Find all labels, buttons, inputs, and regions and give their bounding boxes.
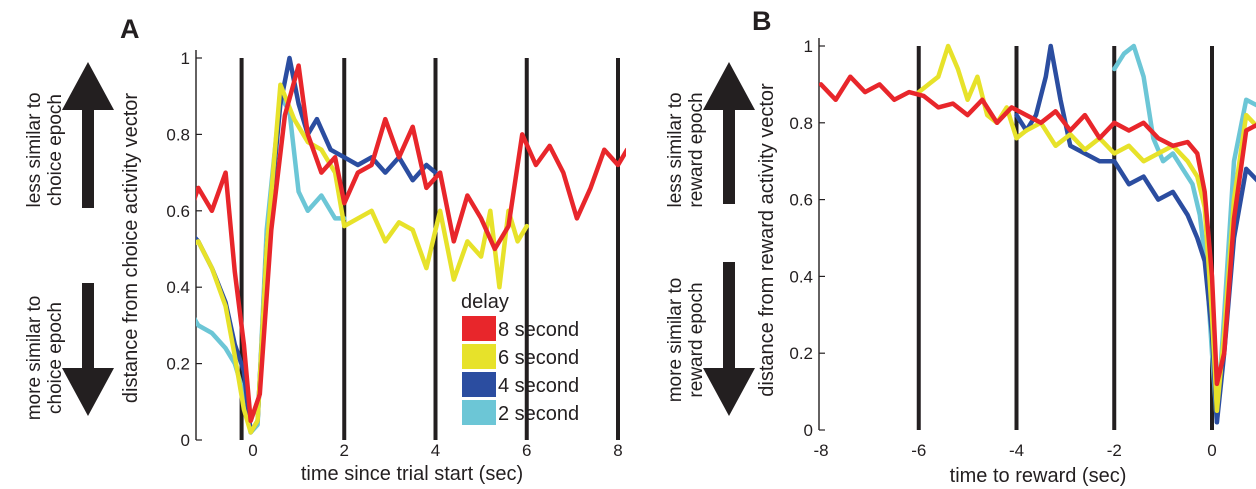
panel-a-up-label-2: choice epoch xyxy=(45,94,66,206)
panel-a-y-tick-label: 0.2 xyxy=(166,355,190,374)
panel-b: B less similar to reward epoch more simi… xyxy=(665,6,1256,487)
legend-label-6-second: 6 second xyxy=(498,347,579,369)
legend-item-6-second: 6 second xyxy=(462,344,579,369)
legend-swatch-4-second xyxy=(462,372,496,397)
panel-a-series-8-second xyxy=(196,63,626,424)
panel-b-down-arrow xyxy=(703,262,755,416)
panel-b-y-tick-label: 0 xyxy=(804,421,813,440)
panel-b-down-label-1: more similar to xyxy=(665,278,686,403)
panel-b-up-label-2: reward epoch xyxy=(686,92,707,207)
panel-a-y-axis-label: distance from choice activity vector xyxy=(120,93,142,403)
panel-b-series-8-second xyxy=(819,74,1256,387)
legend-item-4-second: 4 second xyxy=(462,372,579,397)
panel-a-series-group xyxy=(196,55,626,435)
panel-b-down-label-2: reward epoch xyxy=(686,282,707,397)
panel-b-up-arrow xyxy=(703,62,755,204)
legend-label-8-second: 8 second xyxy=(498,319,579,341)
legend-swatch-2-second xyxy=(462,400,496,425)
panel-a-y-tick-label: 1 xyxy=(181,49,190,68)
legend-swatch-8-second xyxy=(462,316,496,341)
panel-a: A less similar to choice epoch more simi… xyxy=(24,14,626,485)
panel-b-series-group xyxy=(819,43,1256,425)
panel-b-y-tick-label: 0.2 xyxy=(789,344,813,363)
panel-a-x-tick-label: 0 xyxy=(248,441,257,460)
panel-b-y-axis-label: distance from reward activity vector xyxy=(756,83,778,397)
panel-b-x-tick-label: -8 xyxy=(813,441,828,460)
panel-b-x-tick-label: -4 xyxy=(1009,441,1024,460)
panel-a-x-tick-label: 6 xyxy=(522,441,531,460)
panel-a-y-tick-label: 0.8 xyxy=(166,125,190,144)
panel-a-letter: A xyxy=(120,14,140,44)
panel-a-up-label-1: less similar to xyxy=(24,92,45,207)
panel-b-y-tick-label: 0.4 xyxy=(789,267,813,286)
panel-b-letter: B xyxy=(752,6,772,36)
panel-a-x-tick-label: 8 xyxy=(613,441,622,460)
legend-item-8-second: 8 second xyxy=(462,316,579,341)
panel-b-x-tick-label: -6 xyxy=(911,441,926,460)
legend-label-4-second: 4 second xyxy=(498,375,579,397)
panel-b-y-tick-label: 1 xyxy=(804,37,813,56)
panel-a-series-6-second xyxy=(196,82,530,435)
panel-a-up-arrow xyxy=(62,62,114,208)
legend-label-2-second: 2 second xyxy=(498,403,579,425)
panel-a-x-tick-label: 2 xyxy=(340,441,349,460)
panel-a-x-tick-label: 4 xyxy=(431,441,440,460)
panel-b-x-axis-label: time to reward (sec) xyxy=(950,465,1127,487)
legend-swatch-6-second xyxy=(462,344,496,369)
panel-a-down-label-2: choice epoch xyxy=(45,302,66,414)
panel-a-down-arrow xyxy=(62,283,114,416)
legend-item-2-second: 2 second xyxy=(462,400,579,425)
panel-b-series-6-second xyxy=(916,43,1256,414)
panel-a-legend: delay 8 second 6 second 4 second 2 secon… xyxy=(461,291,579,425)
panel-a-x-axis-label: time since trial start (sec) xyxy=(301,463,523,485)
panel-a-y-tick-label: 0.4 xyxy=(166,278,190,297)
legend-title: delay xyxy=(461,291,509,313)
panel-a-y-tick-label: 0.6 xyxy=(166,202,190,221)
panel-b-x-tick-label: -2 xyxy=(1107,441,1122,460)
panel-b-x-tick-label: 0 xyxy=(1207,441,1216,460)
panel-a-y-tick-label: 0 xyxy=(181,431,190,450)
panel-a-down-label-1: more similar to xyxy=(24,296,45,421)
panel-b-y-tick-label: 0.8 xyxy=(789,114,813,133)
panel-b-y-tick-label: 0.6 xyxy=(789,191,813,210)
panel-a-plot-area: 0 0.2 0.4 0.6 0.8 1 0 2 4 6 8 xyxy=(166,49,626,460)
panel-b-plot-area: 0 0.2 0.4 0.6 0.8 1 -8 -6 -4 -2 0 xyxy=(789,37,1256,460)
panel-b-up-label-1: less similar to xyxy=(665,92,686,207)
